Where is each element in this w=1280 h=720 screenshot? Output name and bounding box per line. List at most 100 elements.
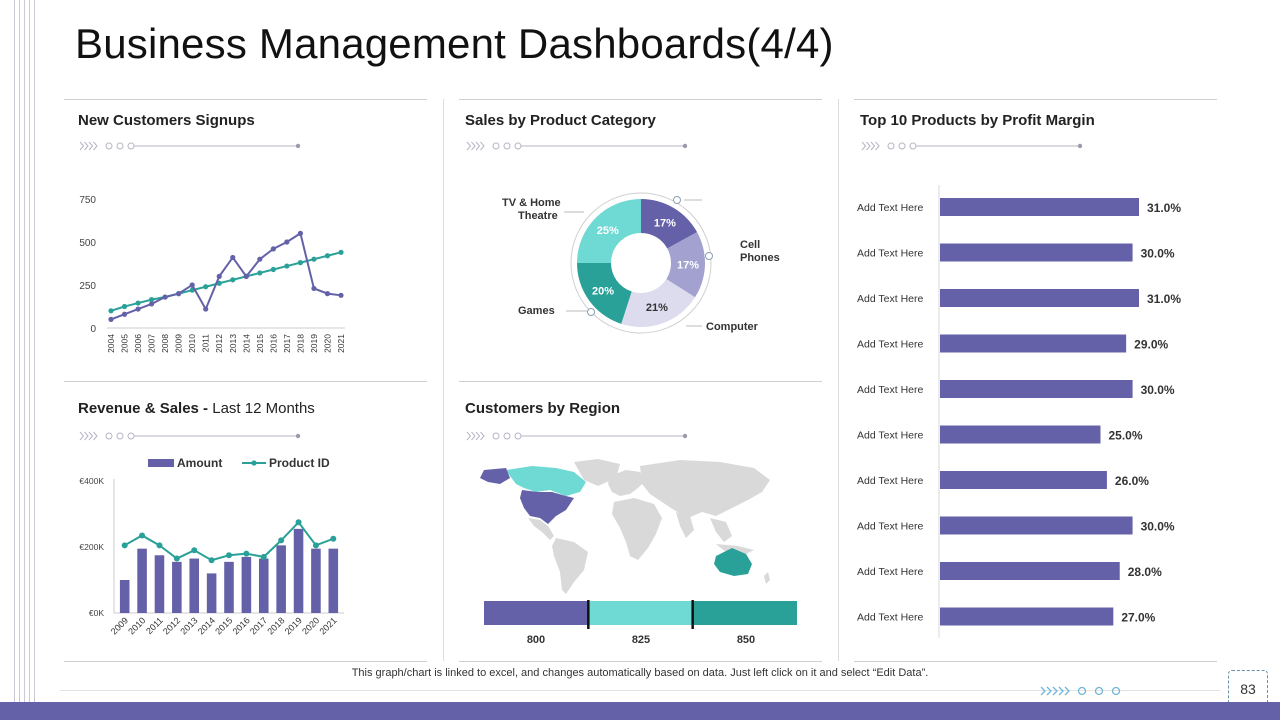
- deco-divider-3: [861, 141, 1083, 151]
- signups-ytick: 750: [79, 195, 96, 206]
- revenue-line-point: [226, 552, 232, 559]
- signups-point: [243, 273, 249, 279]
- top-product-value: 25.0%: [1108, 429, 1142, 443]
- panel-mid-line-1: [64, 381, 427, 382]
- signups-point: [257, 270, 263, 276]
- panel-bottom-line-2: [459, 661, 822, 662]
- map-greenland: [574, 459, 620, 486]
- map-australia: [714, 548, 752, 576]
- revenue-line-point: [139, 532, 146, 539]
- top-product-label: Add Text Here: [857, 521, 924, 533]
- signups-point: [203, 284, 209, 290]
- revenue-xtick: 2009: [109, 615, 130, 636]
- top-product-bar: [940, 334, 1127, 353]
- signups-point: [338, 249, 344, 255]
- top-product-value: 31.0%: [1147, 201, 1181, 215]
- top-product-label: Add Text Here: [857, 293, 924, 305]
- signups-point: [284, 239, 290, 245]
- signups-xtick: 2013: [228, 334, 238, 353]
- left-decor-lines: [14, 0, 38, 720]
- top-product-bar: [940, 243, 1133, 262]
- panel-top-line-1: [64, 99, 427, 100]
- signups-point: [108, 316, 114, 322]
- signups-point: [297, 260, 304, 266]
- donut-label: 20%: [592, 286, 614, 298]
- legend-amount-swatch: [148, 459, 174, 467]
- signups-series-actual: [110, 231, 342, 321]
- signups-point: [311, 285, 317, 292]
- panel-mid-line-2: [459, 381, 822, 382]
- signups-point: [338, 292, 344, 298]
- map-south-asia: [676, 512, 732, 542]
- page-title: Business Management Dashboards(4/4): [75, 20, 834, 67]
- panel-top-line-2: [459, 99, 822, 100]
- signups-point: [189, 282, 195, 288]
- world-map: [480, 459, 770, 594]
- revenue-line-point: [260, 553, 267, 560]
- signups-ytick: 0: [90, 324, 96, 335]
- top-product-value: 31.0%: [1147, 292, 1181, 306]
- revenue-bar: [172, 561, 182, 613]
- donut-label: 17%: [654, 218, 676, 230]
- top-product-label: Add Text Here: [857, 384, 924, 396]
- region-label: 850: [737, 634, 755, 646]
- donut-slice-games: [577, 263, 632, 324]
- signups-point: [257, 256, 263, 262]
- footer-line: [60, 690, 1220, 691]
- callout-computer: Computer: [706, 321, 759, 333]
- top-product-bar: [940, 562, 1120, 580]
- signups-xtick: 2016: [268, 334, 278, 353]
- signups-xtick: 2019: [309, 334, 319, 353]
- signups-xtick: 2005: [120, 334, 130, 353]
- revenue-xtick: 2021: [317, 615, 338, 636]
- signups-chart: 750 500 250 0 2004 2005 2006 2007 2008 2009 2010 2…: [79, 195, 346, 353]
- column-divider-2: [838, 99, 839, 661]
- bottom-bar: [0, 702, 1280, 720]
- donut-slice-tv-home-theatre: [577, 199, 641, 263]
- signups-xtick: 2008: [160, 334, 170, 353]
- revenue-xtick: 2014: [196, 615, 217, 636]
- signups-point: [297, 230, 304, 236]
- signups-xtick: 2021: [336, 334, 346, 353]
- revenue-bar: [189, 558, 200, 613]
- signups-point: [311, 256, 317, 262]
- signups-point: [148, 301, 155, 307]
- signups-point: [135, 306, 141, 312]
- footer-deco: [1040, 686, 1121, 696]
- donut-slice-cell-phones: [666, 232, 705, 298]
- top-product-value: 26.0%: [1115, 474, 1149, 488]
- revenue-bar: [137, 548, 147, 613]
- donut-label: 21%: [646, 302, 668, 314]
- signups-xtick: 2014: [241, 334, 251, 353]
- revenue-xtick: 2018: [265, 615, 286, 636]
- callout-cell-phones-1: Cell: [740, 239, 760, 251]
- top-product-bar: [940, 607, 1114, 626]
- revenue-line-point: [295, 519, 302, 526]
- signups-point: [121, 303, 128, 310]
- top-product-bar: [940, 471, 1107, 489]
- top-product-label: Add Text Here: [857, 430, 924, 442]
- signups-point: [270, 246, 276, 252]
- map-africa: [612, 498, 662, 560]
- revenue-xtick: 2010: [126, 615, 147, 636]
- revenue-title-main: Revenue & Sales -: [78, 400, 213, 417]
- deco-divider-5: [466, 431, 688, 441]
- legend-amount-label: Amount: [177, 456, 222, 470]
- map-central-america: [528, 518, 554, 540]
- map-new-zealand: [764, 572, 770, 584]
- top-product-label: Add Text Here: [857, 339, 924, 351]
- signups-point: [108, 308, 114, 314]
- signups-xtick: 2006: [133, 334, 143, 353]
- panel-top-line-3: [854, 99, 1217, 100]
- top-product-label: Add Text Here: [857, 248, 924, 260]
- top-product-value: 30.0%: [1141, 520, 1175, 534]
- deco-divider-1: [79, 141, 301, 151]
- top-product-value: 30.0%: [1141, 383, 1175, 397]
- panel-bottom-line-3: [854, 661, 1217, 662]
- legend-product-label: Product ID: [269, 456, 330, 470]
- revenue-bar: [276, 545, 286, 613]
- signups-point: [135, 300, 141, 306]
- sales-category-title: Sales by Product Category: [465, 112, 656, 129]
- signups-point: [284, 263, 290, 269]
- signups-point: [148, 297, 155, 303]
